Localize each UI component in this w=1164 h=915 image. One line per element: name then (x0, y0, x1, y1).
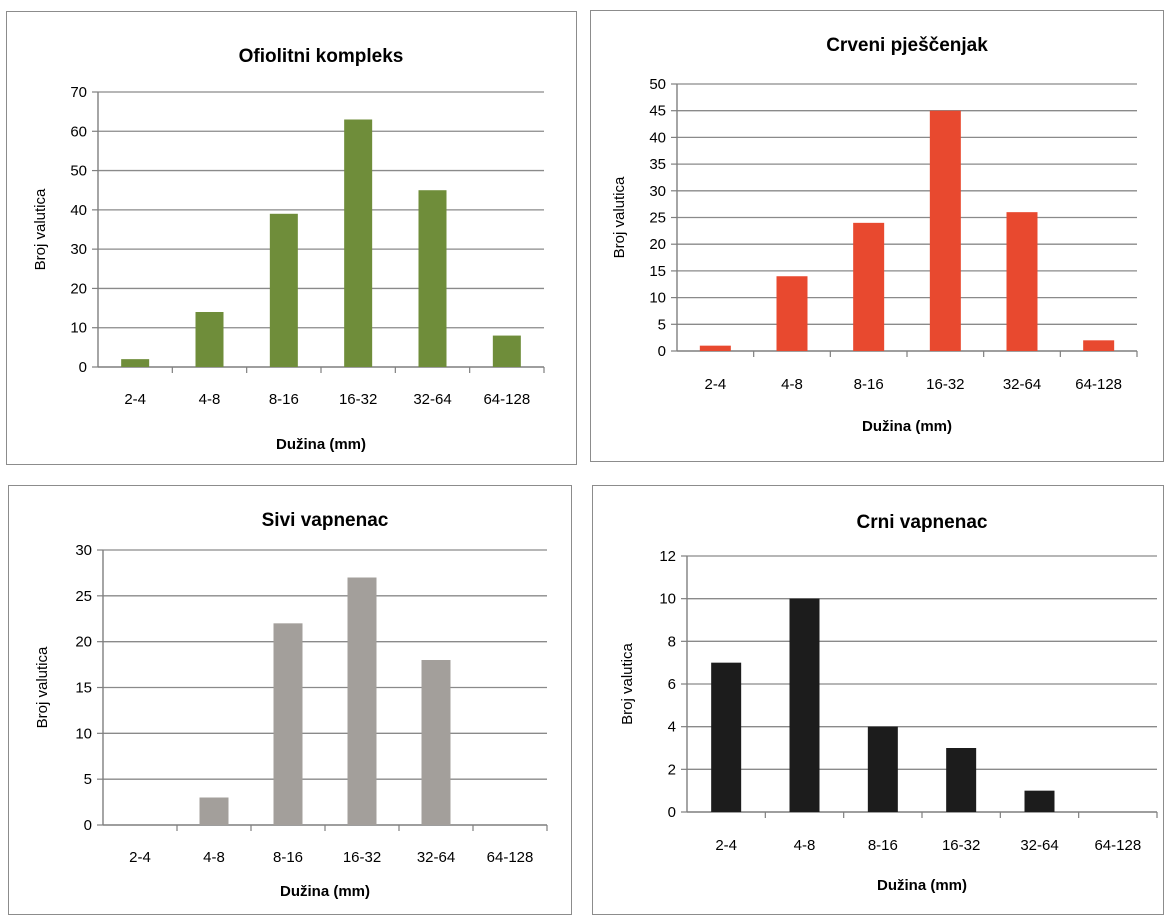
bar (347, 577, 377, 825)
y-tick-label: 0 (668, 804, 676, 821)
y-tick-label: 8 (668, 633, 676, 650)
bar (199, 797, 229, 825)
y-tick-label: 2 (668, 761, 676, 778)
bar (195, 312, 224, 367)
x-tick-label: 2-4 (715, 837, 737, 854)
bar (421, 660, 451, 825)
y-tick-label: 50 (70, 163, 87, 180)
x-tick-label: 4-8 (794, 837, 816, 854)
x-tick-label: 16-32 (942, 837, 980, 854)
y-tick-label: 30 (75, 542, 92, 559)
x-tick-label: 32-64 (413, 391, 451, 408)
bar (492, 335, 521, 367)
chart-svg: Ofiolitni kompleks 0 10 20 30 40 50 60 70 2-4 4-8 8… (32, 46, 545, 453)
y-tick-label: 30 (70, 241, 87, 258)
y-tick-label: 12 (659, 548, 676, 565)
chart-title: Crveni pješčenjak (826, 35, 988, 56)
y-tick-label: 45 (649, 103, 666, 120)
chart-svg: Crni vapnenac 0 2 4 6 8 10 12 2-4 4-8 8-16 16-32 32-… (619, 512, 1158, 894)
bar (699, 345, 731, 351)
x-tick-label: 64-128 (1075, 376, 1122, 393)
bar (929, 110, 961, 351)
y-tick-label: 0 (84, 817, 92, 834)
x-tick-label: 2-4 (704, 376, 726, 393)
y-tick-label: 6 (668, 676, 676, 693)
y-tick-label: 4 (668, 719, 676, 736)
x-tick-label: 64-128 (487, 849, 534, 866)
y-tick-label: 15 (649, 263, 666, 280)
bar (1083, 340, 1115, 351)
bar (789, 598, 820, 812)
chart-title: Sivi vapnenac (262, 510, 389, 531)
x-axis-label: Dužina (mm) (877, 877, 967, 894)
x-tick-label: 32-64 (1003, 376, 1041, 393)
y-tick-label: 0 (658, 343, 666, 360)
bar (946, 748, 977, 812)
x-tick-label: 16-32 (339, 391, 377, 408)
y-tick-label: 5 (658, 316, 666, 333)
y-tick-label: 15 (75, 680, 92, 697)
y-tick-label: 20 (70, 280, 87, 297)
chart-svg: Crveni pješčenjak 0 5 10 15 20 25 30 35 40 45 50 2-4… (611, 35, 1138, 435)
bar (776, 276, 808, 351)
chart-panel-crni: Crni vapnenac 0 2 4 6 8 10 12 2-4 4-8 8-16 16-32 32-… (592, 485, 1164, 915)
y-tick-label: 40 (649, 129, 666, 146)
y-tick-label: 40 (70, 202, 87, 219)
x-tick-label: 64-128 (483, 391, 530, 408)
x-tick-label: 8-16 (273, 849, 303, 866)
y-tick-label: 25 (649, 210, 666, 227)
bar (273, 623, 303, 825)
x-axis-label: Dužina (mm) (280, 883, 370, 900)
y-tick-label: 70 (70, 84, 87, 101)
chart-title: Ofiolitni kompleks (239, 46, 404, 67)
y-tick-label: 10 (70, 320, 87, 337)
x-tick-label: 8-16 (854, 376, 884, 393)
y-axis-label: Broj valutica (619, 642, 636, 724)
y-tick-label: 10 (659, 591, 676, 608)
y-tick-label: 20 (75, 634, 92, 651)
x-tick-label: 32-64 (1020, 837, 1058, 854)
x-tick-label: 16-32 (926, 376, 964, 393)
bar (711, 662, 742, 812)
bar (418, 190, 447, 367)
x-tick-label: 16-32 (343, 849, 381, 866)
y-tick-label: 5 (84, 771, 92, 788)
x-tick-label: 8-16 (868, 837, 898, 854)
chart-panel-ofiolitni: Ofiolitni kompleks 0 10 20 30 40 50 60 70 2-4 4-8 8… (6, 11, 577, 465)
x-tick-label: 2-4 (124, 391, 146, 408)
chart-title: Crni vapnenac (857, 512, 988, 533)
y-axis-label: Broj valutica (32, 188, 49, 270)
chart-svg: Sivi vapnenac 0 5 10 15 20 25 30 2-4 4-8 8-16 16-32… (34, 510, 548, 900)
x-tick-label: 32-64 (417, 849, 455, 866)
chart-panel-sivi: Sivi vapnenac 0 5 10 15 20 25 30 2-4 4-8 8-16 16-32… (8, 485, 572, 915)
bar (121, 359, 150, 367)
y-tick-label: 0 (79, 359, 87, 376)
x-tick-label: 4-8 (781, 376, 803, 393)
bar (1006, 212, 1038, 351)
y-axis-label: Broj valutica (34, 646, 51, 728)
x-tick-label: 8-16 (269, 391, 299, 408)
x-axis-label: Dužina (mm) (276, 436, 366, 453)
y-tick-label: 60 (70, 123, 87, 140)
y-tick-label: 25 (75, 588, 92, 605)
y-tick-label: 10 (649, 290, 666, 307)
bar (1024, 790, 1055, 812)
y-axis-label: Broj valutica (611, 176, 628, 258)
y-tick-label: 50 (649, 76, 666, 93)
y-tick-label: 30 (649, 183, 666, 200)
x-axis-label: Dužina (mm) (862, 418, 952, 435)
bar (853, 222, 885, 351)
x-tick-label: 4-8 (203, 849, 225, 866)
y-tick-label: 20 (649, 236, 666, 253)
bar (344, 119, 373, 367)
chart-panel-crveni: Crveni pješčenjak 0 5 10 15 20 25 30 35 40 45 50 2-4… (590, 10, 1164, 462)
bar (269, 213, 298, 367)
bar (867, 726, 898, 812)
x-tick-label: 2-4 (129, 849, 151, 866)
y-tick-label: 10 (75, 725, 92, 742)
x-tick-label: 64-128 (1094, 837, 1141, 854)
x-tick-label: 4-8 (199, 391, 221, 408)
y-tick-label: 35 (649, 156, 666, 173)
